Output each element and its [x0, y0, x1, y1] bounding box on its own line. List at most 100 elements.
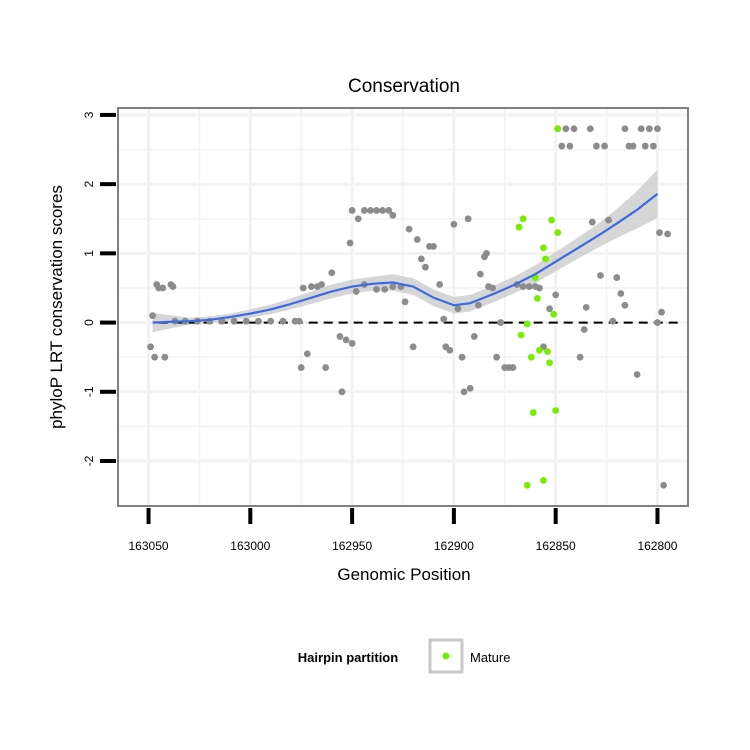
x-tick-label: 162850: [536, 539, 576, 553]
point-mature: [540, 476, 547, 484]
legend: Hairpin partition Mature: [298, 638, 510, 674]
point-other: [336, 333, 344, 340]
chart-title: Conservation: [348, 76, 460, 97]
x-tick-label: 162800: [637, 539, 677, 553]
point-other: [295, 317, 303, 325]
point-other: [562, 125, 570, 133]
point-other: [401, 298, 409, 306]
point-mature: [546, 359, 553, 367]
point-other: [322, 364, 330, 371]
point-other: [656, 229, 663, 236]
point-mature: [540, 244, 547, 252]
point-mature: [554, 125, 562, 133]
point-other: [519, 283, 527, 290]
panel-border: [117, 107, 689, 507]
point-mature: [517, 331, 525, 339]
point-other: [147, 343, 154, 351]
point-mature: [548, 216, 556, 224]
point-other: [617, 290, 625, 297]
point-other: [509, 364, 517, 371]
x-tick-label: 162950: [332, 539, 372, 553]
point-other: [649, 142, 657, 150]
point-other: [218, 317, 226, 325]
point-other: [409, 343, 417, 351]
y-tick-label: 2: [82, 180, 96, 187]
y-tick-label: 3: [82, 111, 96, 118]
point-other: [474, 301, 482, 309]
point-other: [318, 281, 325, 288]
point-other: [664, 230, 672, 238]
smooth-line: [152, 192, 659, 324]
point-other: [159, 284, 167, 292]
point-other: [328, 269, 336, 277]
point-other: [161, 353, 169, 361]
x-axis-title: Genomic Position: [337, 565, 470, 584]
point-other: [389, 211, 397, 219]
point-mature: [523, 481, 531, 489]
point-other: [169, 283, 177, 290]
point-other: [242, 317, 250, 325]
point-other: [613, 274, 621, 281]
point-other: [348, 207, 356, 214]
point-other: [570, 125, 578, 133]
point-other: [592, 142, 600, 150]
point-other: [489, 284, 496, 292]
point-other: [450, 220, 458, 228]
point-other: [405, 225, 413, 233]
point-other: [460, 388, 468, 396]
point-other: [342, 336, 350, 344]
point-mature: [523, 320, 531, 328]
point-mature: [527, 353, 535, 361]
legend-title: Hairpin partition: [298, 650, 398, 665]
points-other: [147, 125, 672, 489]
point-other: [464, 215, 472, 223]
legend-key-mature: [442, 652, 450, 660]
point-other: [582, 303, 590, 311]
point-other: [546, 305, 553, 313]
point-mature: [533, 294, 541, 302]
point-mature: [529, 409, 537, 416]
point-other: [525, 283, 533, 290]
smooth-curve: [152, 192, 659, 324]
point-other: [373, 207, 380, 214]
point-other: [149, 312, 157, 320]
point-other: [381, 285, 389, 293]
point-other: [151, 353, 159, 361]
point-other: [601, 142, 608, 150]
point-mature: [552, 407, 560, 414]
point-mature: [542, 255, 549, 263]
point-other: [466, 384, 474, 392]
x-axis: 163050 163000 162950 162900 162850 162800: [129, 508, 678, 553]
y-axis: -2 -1 0 1 2 3: [82, 111, 116, 466]
point-other: [621, 301, 629, 309]
point-other: [338, 388, 346, 396]
plot-panel: [117, 107, 689, 507]
y-tick-label: -1: [82, 386, 96, 397]
point-other: [654, 319, 661, 326]
point-other: [654, 125, 661, 133]
point-other: [558, 142, 566, 150]
point-other: [586, 125, 594, 133]
point-mature: [519, 215, 527, 223]
y-tick-label: 1: [82, 250, 96, 257]
point-other: [637, 125, 645, 133]
point-other: [279, 317, 287, 325]
point-other: [379, 207, 387, 214]
point-other: [483, 249, 490, 257]
point-other: [493, 353, 501, 361]
point-other: [389, 283, 397, 290]
point-other: [430, 243, 437, 250]
point-other: [446, 346, 454, 354]
y-axis-title: phyloP LRT conservation scores: [47, 185, 66, 429]
point-other: [299, 284, 307, 292]
point-other: [658, 308, 665, 316]
points-mature: [515, 125, 562, 489]
point-other: [476, 270, 484, 278]
point-other: [417, 255, 425, 263]
point-other: [421, 263, 429, 271]
point-other: [348, 339, 356, 347]
point-mature: [544, 348, 551, 356]
point-other: [454, 305, 462, 313]
point-other: [297, 364, 305, 371]
